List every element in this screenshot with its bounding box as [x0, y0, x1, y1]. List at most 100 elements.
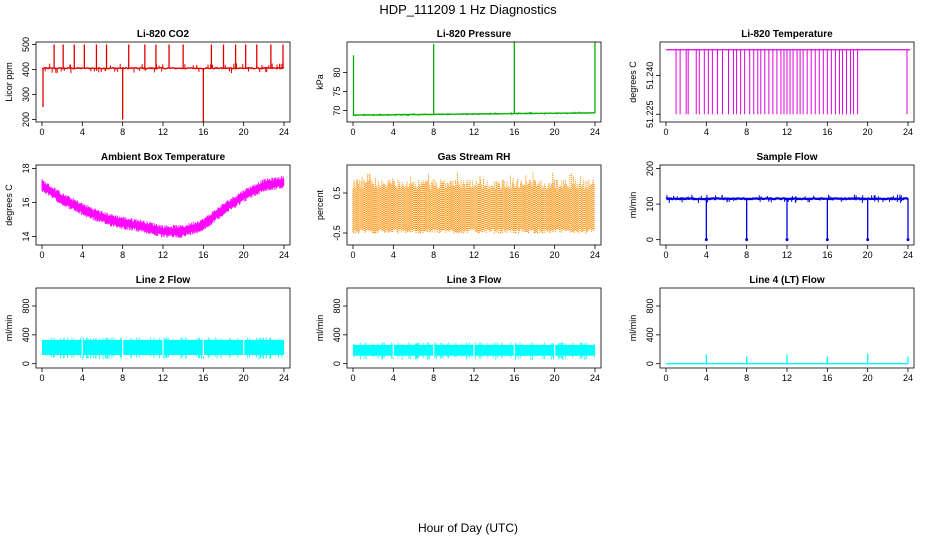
panel-ylabel-pressure: kPa — [315, 74, 325, 90]
x-tick-label: 24 — [903, 373, 913, 383]
y-tick-label: -0.5 — [332, 225, 342, 241]
panel-co2: Li-820 CO2 Licor ppm 0 4 8 12 16 20 24 200 300 400 5… — [4, 29, 291, 137]
series-rh — [352, 171, 595, 234]
panel-line3: Line 3 Flow ml/min 0 4 8 12 16 20 24 0 400 800 — [315, 275, 602, 383]
panel-ylabel-line4: ml/min — [628, 315, 638, 342]
panel-title-pressure: Li-820 Pressure — [437, 29, 512, 40]
y-tick-label: 0 — [645, 361, 655, 366]
y-tick-label: 400 — [21, 62, 31, 77]
series-line2 — [42, 337, 284, 360]
panel-ylabel-ambient: degrees C — [4, 184, 14, 226]
panel-title-co2: Li-820 CO2 — [137, 29, 190, 40]
x-tick-label: 20 — [550, 373, 560, 383]
panel-title-ambient: Ambient Box Temperature — [101, 152, 226, 163]
x-tick-label: 16 — [198, 373, 208, 383]
x-tick-label: 24 — [279, 250, 289, 260]
y-tick-label: 800 — [21, 299, 31, 314]
x-tick-label: 4 — [80, 373, 85, 383]
y-tick-label: 16 — [21, 197, 31, 207]
x-tick-label: 4 — [704, 250, 709, 260]
x-tick-label: 0 — [39, 373, 44, 383]
y-tick-label: 400 — [21, 327, 31, 342]
x-tick-label: 16 — [822, 127, 832, 137]
x-tick-label: 20 — [239, 127, 249, 137]
x-tick-label: 24 — [903, 127, 913, 137]
y-tick-label: 14 — [21, 231, 31, 241]
x-tick-label: 12 — [469, 373, 479, 383]
series-ambient — [41, 176, 285, 238]
spike-point — [866, 238, 870, 242]
x-tick-label: 8 — [431, 250, 436, 260]
x-tick-label: 12 — [469, 127, 479, 137]
x-tick-label: 4 — [80, 250, 85, 260]
y-tick-label: 400 — [645, 327, 655, 342]
x-tick-label: 20 — [863, 250, 873, 260]
series-licor_temp — [666, 49, 910, 115]
x-tick-label: 12 — [158, 373, 168, 383]
x-tick-label: 16 — [509, 250, 519, 260]
y-tick-label: 500 — [21, 37, 31, 52]
x-tick-label: 4 — [391, 127, 396, 137]
y-tick-label: 800 — [645, 299, 655, 314]
y-tick-label: 100 — [645, 197, 655, 212]
x-tick-label: 24 — [279, 373, 289, 383]
x-tick-label: 8 — [744, 127, 749, 137]
panel-pressure: Li-820 Pressure kPa 0 4 8 12 16 20 24 70 75 80 — [315, 29, 602, 137]
y-tick-label: 0 — [332, 361, 342, 366]
panel-ylabel-co2: Licor ppm — [4, 62, 14, 102]
x-tick-label: 0 — [663, 373, 668, 383]
spike-point — [704, 238, 708, 242]
x-tick-label: 0 — [350, 250, 355, 260]
y-tick-label: 800 — [332, 299, 342, 314]
x-tick-label: 0 — [663, 250, 668, 260]
x-tick-label: 12 — [782, 250, 792, 260]
x-tick-label: 4 — [704, 373, 709, 383]
series-line — [665, 196, 909, 201]
spike-point — [906, 238, 910, 242]
panel-title-rh: Gas Stream RH — [438, 152, 511, 163]
panel-sample_flow: Sample Flow ml/min 0 4 8 12 16 20 24 0 100 200 — [628, 152, 915, 260]
x-tick-label: 8 — [744, 373, 749, 383]
panel-title-line3: Line 3 Flow — [447, 275, 502, 286]
series-line3 — [353, 342, 595, 360]
y-tick-label: 200 — [21, 112, 31, 127]
x-tick-label: 12 — [782, 127, 792, 137]
x-tick-label: 0 — [39, 250, 44, 260]
x-tick-label: 24 — [590, 127, 600, 137]
series-pressure — [352, 42, 596, 117]
panel-ylabel-line2: ml/min — [4, 315, 14, 342]
x-tick-label: 4 — [704, 127, 709, 137]
x-tick-label: 16 — [822, 250, 832, 260]
panel-title-sample_flow: Sample Flow — [756, 152, 817, 163]
x-tick-label: 16 — [822, 373, 832, 383]
y-tick-label: 51.225 — [645, 100, 655, 128]
x-tick-label: 12 — [158, 127, 168, 137]
y-tick-label: 200 — [645, 161, 655, 176]
x-tick-label: 0 — [663, 127, 668, 137]
series-line4 — [666, 353, 909, 365]
x-tick-label: 8 — [431, 127, 436, 137]
panel-title-line2: Line 2 Flow — [136, 275, 191, 286]
x-tick-label: 24 — [590, 373, 600, 383]
x-tick-label: 8 — [120, 127, 125, 137]
figure-title: HDP_111209 1 Hz Diagnostics — [379, 2, 557, 17]
x-tick-label: 20 — [239, 373, 249, 383]
x-tick-label: 0 — [39, 127, 44, 137]
x-tick-label: 24 — [279, 127, 289, 137]
x-tick-label: 12 — [469, 250, 479, 260]
x-tick-label: 20 — [863, 127, 873, 137]
x-tick-label: 24 — [903, 250, 913, 260]
x-tick-label: 20 — [550, 250, 560, 260]
panel-ylabel-sample_flow: ml/min — [628, 192, 638, 219]
x-tick-label: 0 — [350, 373, 355, 383]
y-tick-label: 0 — [21, 361, 31, 366]
x-tick-label: 4 — [80, 127, 85, 137]
x-tick-label: 12 — [782, 373, 792, 383]
figure-xlabel: Hour of Day (UTC) — [418, 521, 518, 535]
x-tick-label: 8 — [744, 250, 749, 260]
spike-point — [745, 238, 749, 242]
y-tick-label: 0.5 — [332, 187, 342, 200]
panel-line4: Line 4 (LT) Flow ml/min 0 4 8 12 16 20 24 0 400 800 — [628, 275, 915, 383]
x-tick-label: 4 — [391, 250, 396, 260]
